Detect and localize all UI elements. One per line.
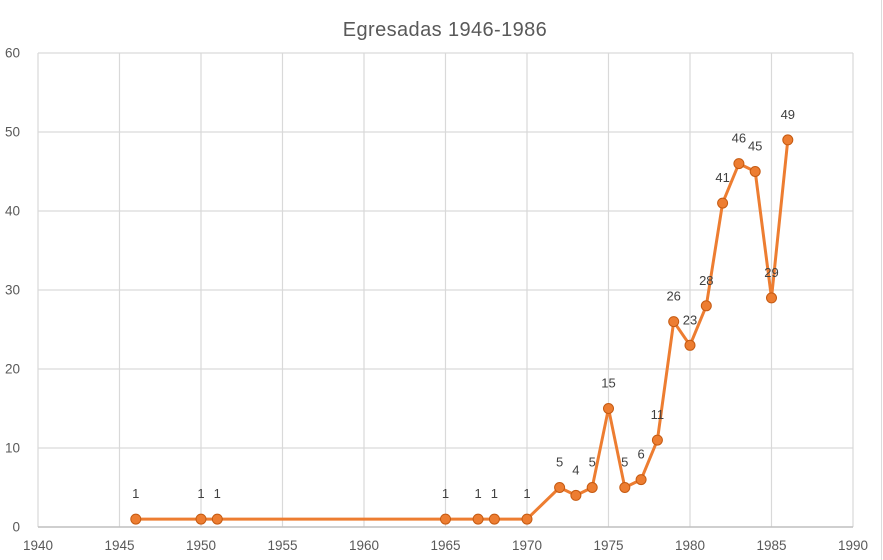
data-point-marker (603, 403, 614, 414)
data-point-marker (700, 300, 712, 312)
data-point-marker (521, 513, 533, 525)
data-point-marker (488, 513, 500, 525)
data-point-label: 45 (748, 139, 762, 154)
data-point-label: 1 (442, 486, 449, 501)
chart-title: Egresadas 1946-1986 (343, 19, 547, 41)
data-point-label: 6 (637, 447, 644, 462)
data-point-marker (749, 166, 761, 177)
data-point-marker (440, 513, 451, 525)
y-axis-tick-label: 60 (5, 46, 20, 61)
x-axis-tick-label: 1955 (267, 538, 297, 553)
data-point-marker (586, 482, 598, 493)
y-axis-tick-label: 10 (5, 441, 20, 456)
data-point-marker (635, 474, 647, 486)
data-point-label: 26 (666, 289, 680, 304)
data-point-label: 46 (732, 131, 746, 146)
data-point-marker (684, 339, 696, 351)
data-point-label: 1 (491, 486, 498, 501)
data-point-marker (195, 513, 207, 525)
data-point-label: 29 (764, 265, 778, 280)
data-point-label: 5 (621, 455, 628, 470)
axes-group (37, 0, 882, 560)
x-axis-tick-label: 1990 (838, 538, 868, 553)
data-point-marker (570, 489, 582, 501)
data-point-label: 4 (572, 462, 579, 477)
y-axis-tick-label: 20 (5, 362, 20, 377)
x-axis-tick-label: 1945 (104, 538, 134, 553)
data-point-label: 23 (683, 312, 697, 327)
x-axis-tick-label: 1950 (186, 538, 216, 553)
x-axis-tick-label: 1960 (349, 538, 379, 553)
data-point-marker (130, 513, 142, 525)
series-line (134, 138, 790, 521)
data-point-marker (211, 513, 223, 525)
x-axis-tick-label: 1985 (756, 538, 786, 553)
data-point-label: 5 (556, 455, 563, 470)
x-axis-tick-label: 1940 (23, 538, 53, 553)
data-point-label: 1 (474, 486, 481, 501)
data-point-marker (766, 292, 777, 304)
data-point-label: 11 (651, 407, 665, 422)
data-point-label: 1 (214, 486, 221, 501)
markers-group (130, 134, 794, 525)
x-axis-tick-label: 1980 (675, 538, 705, 553)
data-point-label: 1 (132, 486, 139, 501)
x-axis-tick-label: 1975 (593, 538, 623, 553)
data-point-label: 1 (523, 486, 530, 501)
y-axis-tick-label: 30 (5, 283, 20, 298)
data-point-label: 41 (715, 170, 729, 185)
data-point-marker (554, 482, 566, 493)
tick-labels-group: 0 10 20 30 40 50 60 1940 1945 1950 1955 1960 1965 197… (5, 46, 868, 554)
data-point-marker (472, 513, 484, 525)
x-axis-tick-label: 1970 (512, 538, 542, 553)
data-point-marker (782, 134, 794, 146)
data-point-marker (651, 434, 663, 446)
data-point-marker (733, 158, 745, 170)
series-group (134, 138, 790, 521)
y-axis-tick-label: 40 (5, 204, 20, 219)
data-point-label: 28 (699, 273, 713, 288)
x-axis-tick-label: 1965 (430, 538, 460, 553)
data-point-label: 49 (781, 107, 795, 122)
data-point-marker (668, 316, 680, 328)
gridlines-group (38, 52, 854, 527)
data-point-label: 1 (197, 486, 204, 501)
data-point-label: 5 (589, 455, 596, 470)
y-axis-tick-label: 50 (5, 125, 20, 140)
data-point-marker (717, 197, 729, 209)
y-axis-tick-label: 0 (12, 520, 20, 535)
data-point-marker (619, 482, 631, 493)
data-point-label: 15 (601, 376, 615, 391)
